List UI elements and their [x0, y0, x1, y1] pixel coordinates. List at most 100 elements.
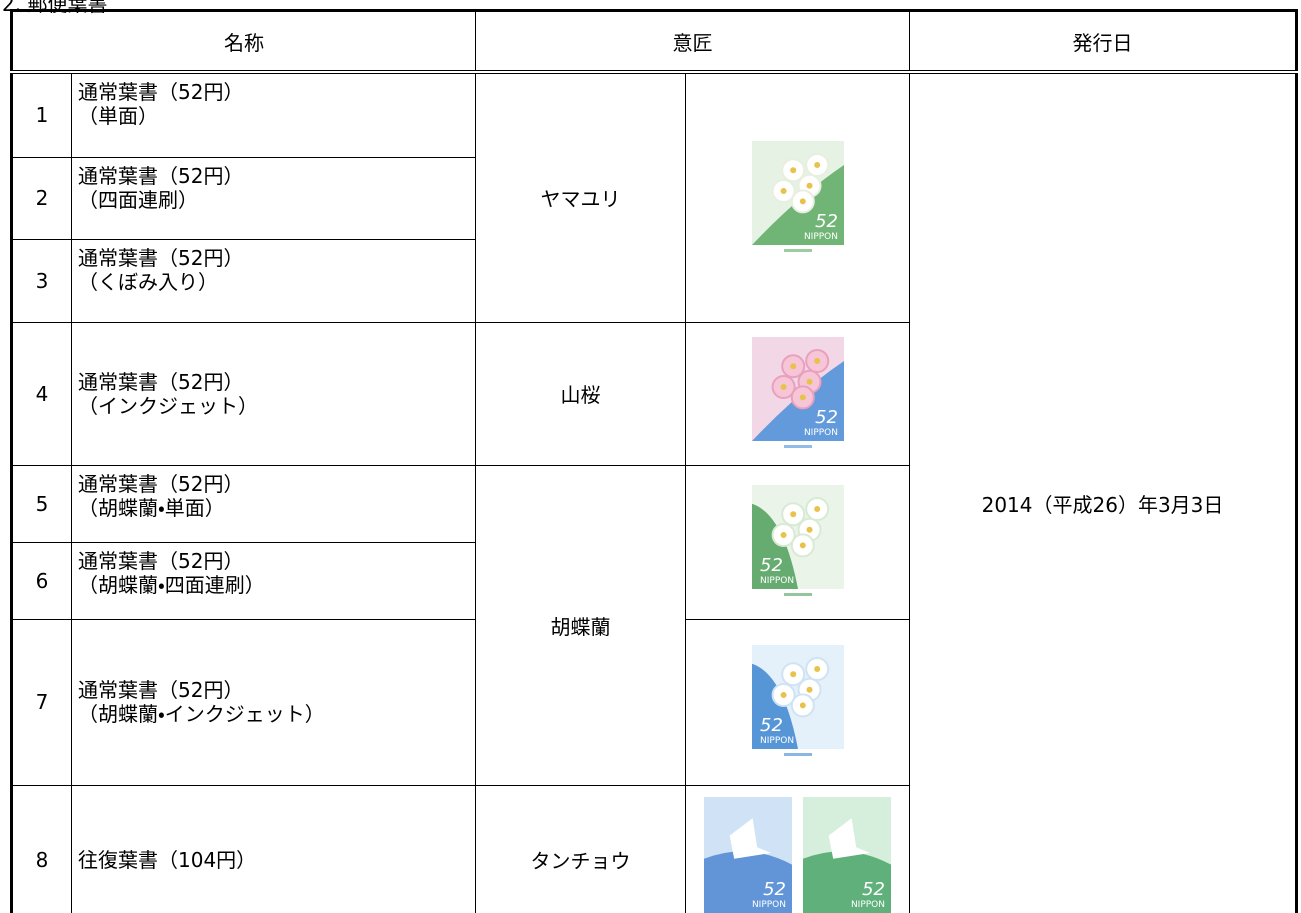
design-name: 山桜 — [475, 321, 686, 466]
column-header: 意匠 — [475, 10, 910, 74]
image-cell: 52 NIPPON — [685, 321, 910, 466]
image-cell: 52 NIPPON — [685, 71, 910, 323]
row: 6 通常葉書（52円） （胡蝶蘭・四面連刷） — [11, 541, 1297, 620]
name-line: （胡蝶蘭・単面） — [78, 495, 225, 520]
name-line: （胡蝶蘭・インクジェット） — [78, 702, 325, 726]
row-number: 7 — [11, 618, 72, 786]
stamp-shape — [780, 383, 787, 390]
name-line: 通常葉書（52円） — [78, 471, 244, 496]
row: 4 通常葉書（52円） （インクジェット） 山桜 52 NIPPON — [11, 321, 1297, 466]
stamp-table: 名称 意匠 発行日 1 通常葉書（52円） （単面） ヤマユリ 52 NIPPON … — [10, 9, 1298, 913]
name-line: 通常葉書（52円） — [78, 245, 244, 270]
stamp-country: NIPPON — [851, 900, 885, 910]
name-cell: 往復葉書（104円） — [71, 784, 476, 913]
row: 7 通常葉書（52円） （胡蝶蘭・インクジェット） 52 NIPPON — [11, 618, 1297, 786]
name-cell: 通常葉書（52円） （四面連刷） — [71, 156, 476, 240]
design-name: ヤマユリ — [475, 71, 686, 323]
name-line: （胡蝶蘭・四面連刷） — [78, 572, 265, 597]
name-line: 通常葉書（52円） — [78, 678, 244, 702]
stamp-shape — [806, 686, 813, 693]
stamp-country: NIPPON — [803, 428, 837, 438]
image-cell: 52 NIPPON — [685, 464, 910, 620]
name-cell: 通常葉書（52円） （胡蝶蘭・四面連刷） — [71, 541, 476, 620]
stamp-country: NIPPON — [760, 736, 794, 746]
name-line: 往復葉書（104円） — [78, 847, 257, 872]
header-row: 名称 意匠 発行日 — [11, 10, 1297, 74]
stamp-shape — [799, 702, 806, 709]
image-cell: 52 NIPPON — [685, 618, 910, 786]
name-line: （くぼみ入り） — [78, 269, 218, 294]
name-cell: 通常葉書（52円） （インクジェット） — [71, 321, 476, 466]
stamp-shape — [806, 378, 813, 385]
stamp-shape — [813, 357, 820, 364]
row: 8 往復葉書（104円） タンチョウ 52 NIPPON 52 NIPPON — [11, 784, 1297, 913]
name-cell: 通常葉書（52円） （単面） — [71, 71, 476, 158]
name-line: 通常葉書（52円） — [78, 80, 244, 104]
stamp-value: 52 — [862, 879, 885, 900]
stamp-value: 52 — [760, 555, 783, 576]
stamp-shape — [789, 166, 796, 173]
row: 5 通常葉書（52円） （胡蝶蘭・単面） 胡蝶蘭 52 NIPPON — [11, 464, 1297, 786]
stamp-shape — [799, 542, 806, 549]
row-number: 2 — [11, 156, 72, 240]
design-name: 胡蝶蘭 — [475, 464, 686, 786]
row-number: 8 — [11, 784, 72, 913]
row: 2 通常葉書（52円） （四面連刷） — [11, 156, 1297, 240]
stamp-shape — [802, 850, 891, 913]
row-number: 1 — [11, 71, 72, 158]
row-number: 3 — [11, 238, 72, 323]
stamp-shape — [751, 503, 798, 589]
stamp-shape — [780, 532, 787, 538]
stamp-value: 52 — [760, 715, 783, 736]
stamp-shape — [806, 182, 813, 189]
stamp-shape — [828, 817, 870, 859]
stamp-country: NIPPON — [752, 900, 786, 910]
stamp-value: 52 — [763, 879, 786, 900]
stamp-value: 52 — [815, 211, 838, 232]
row: 1 通常葉書（52円） （単面） ヤマユリ 52 NIPPON 2014（平成26）… — [11, 71, 1297, 913]
stamp-country: NIPPON — [760, 576, 794, 586]
design-name: タンチョウ — [475, 784, 686, 913]
stamp-shape — [813, 666, 820, 672]
stamp-shape — [783, 753, 812, 756]
table-container: 名称 意匠 発行日 1 通常葉書（52円） （単面） ヤマユリ 52 NIPPON … — [10, 9, 1298, 913]
stamp-shape — [780, 187, 787, 194]
name-line: 通常葉書（52円） — [78, 163, 244, 188]
stamp-shape — [780, 692, 787, 698]
stamp-shape — [783, 593, 812, 596]
issue-date: 2014（平成26）年3月3日 — [909, 71, 1297, 913]
name-line: （四面連刷） — [78, 187, 198, 212]
row: 3 通常葉書（52円） （くぼみ入り） — [11, 238, 1297, 323]
name-cell: 通常葉書（52円） （胡蝶蘭・単面） — [71, 464, 476, 543]
stamp-shape — [799, 198, 806, 205]
name-line: 通常葉書（52円） — [78, 369, 244, 394]
image-cell: 52 NIPPON 52 NIPPON — [685, 784, 910, 913]
name-cell: 通常葉書（52円） （くぼみ入り） — [71, 238, 476, 323]
stamp-shape — [806, 526, 813, 533]
column-header: 発行日 — [909, 10, 1297, 74]
stamp-shape — [789, 362, 796, 369]
row-number: 5 — [11, 464, 72, 543]
stamp-shape — [789, 671, 796, 678]
name-line: 通常葉書（52円） — [78, 548, 244, 573]
stamp-shape — [789, 511, 796, 518]
stamp-shape — [729, 817, 772, 859]
name-cell: 通常葉書（52円） （胡蝶蘭・インクジェット） — [71, 618, 476, 786]
stamp-shape — [813, 506, 820, 512]
stamp-shape — [704, 850, 793, 913]
stamp-shape — [783, 248, 812, 252]
stamp-shape — [799, 393, 806, 400]
stamp-country: NIPPON — [803, 232, 837, 242]
name-line: （単面） — [78, 104, 158, 128]
stamp-shape — [751, 663, 798, 749]
row-number: 4 — [11, 321, 72, 466]
stamp-value: 52 — [815, 407, 838, 428]
stamp-shape — [783, 444, 812, 448]
